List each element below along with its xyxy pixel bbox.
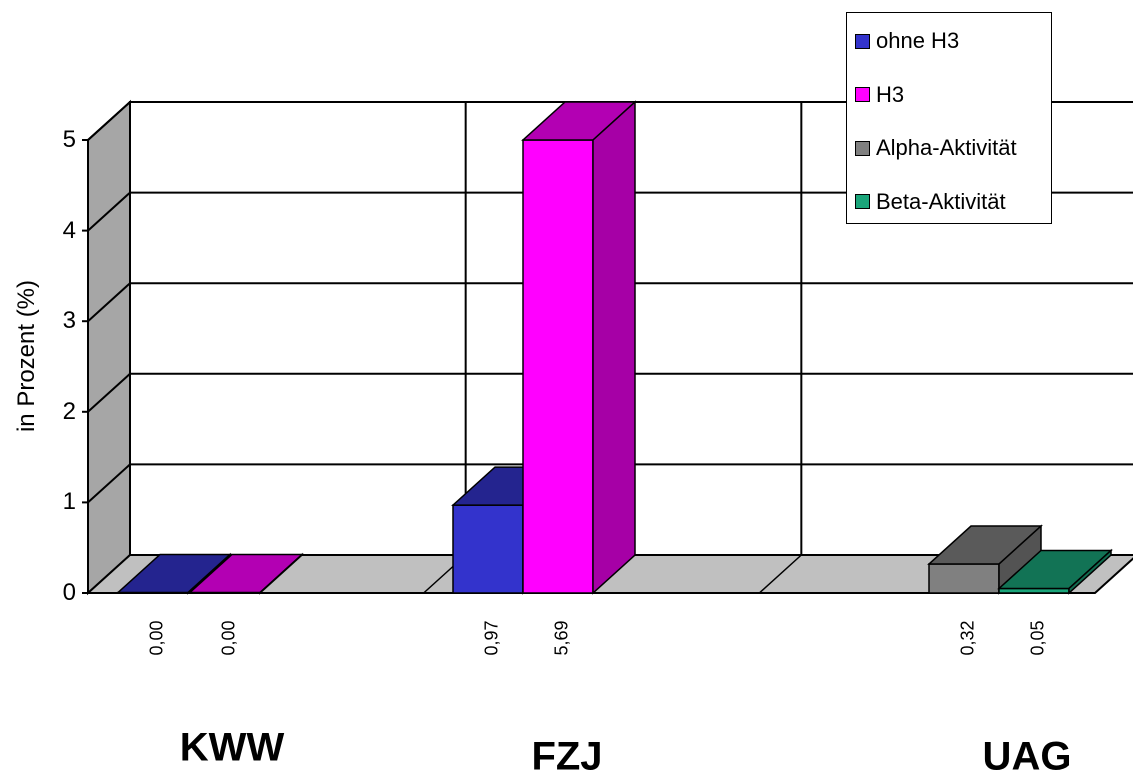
side-wall [87,99,131,596]
data-label: 0,00 [218,620,239,656]
bar-ohne-h3-front [452,504,524,594]
legend-label: Alpha-Aktivität [876,135,1017,160]
bar-side [187,552,231,595]
legend-item: Alpha-Aktivität [855,133,1017,163]
category-label: KWW [179,725,285,770]
legend-swatch [855,194,870,209]
legend-swatch [855,87,870,102]
data-label: 0,00 [146,620,167,656]
gridline-side [87,373,131,413]
floor-divider [758,554,802,594]
bar-side [592,100,636,595]
y-tick-label: 5 [62,126,76,153]
bar-side [1068,548,1112,595]
y-tick-label: 2 [62,397,76,425]
y-tick-label: 0 [62,579,76,606]
legend-swatch [855,140,870,156]
data-label: 0,32 [957,620,978,656]
bar-h3-front [522,139,594,594]
category-label: UAG [982,734,1072,779]
y-tick-label: 4 [62,216,76,244]
data-label: 0,05 [1027,620,1048,656]
legend-item: Beta-Aktivität [855,187,1006,217]
legend: ohne H3 H3 Alpha-Aktivität Beta-Aktivität [846,12,1052,224]
y-tick-label: 1 [62,488,76,516]
legend-label: H3 [876,81,905,107]
legend-label: Beta-Aktivität [876,188,1006,214]
data-label: 5,69 [551,620,572,656]
y-tick-label: 3 [62,307,76,335]
legend-swatch [855,33,870,49]
gridline-side [87,101,131,141]
legend-label: ohne H3 [876,28,960,53]
legend-item: ohne H3 [855,26,959,56]
legend-item: H3 [855,80,904,110]
gridline-side [87,191,131,232]
data-label: 0,97 [481,620,502,656]
gridline-side [87,282,131,322]
y-axis-label: in Prozent (%) [13,279,40,433]
gridline-side [87,463,131,504]
bar-alpha-aktivit-t-front [928,563,1000,594]
bar-side [259,552,303,595]
category-label: FZJ [531,734,603,779]
